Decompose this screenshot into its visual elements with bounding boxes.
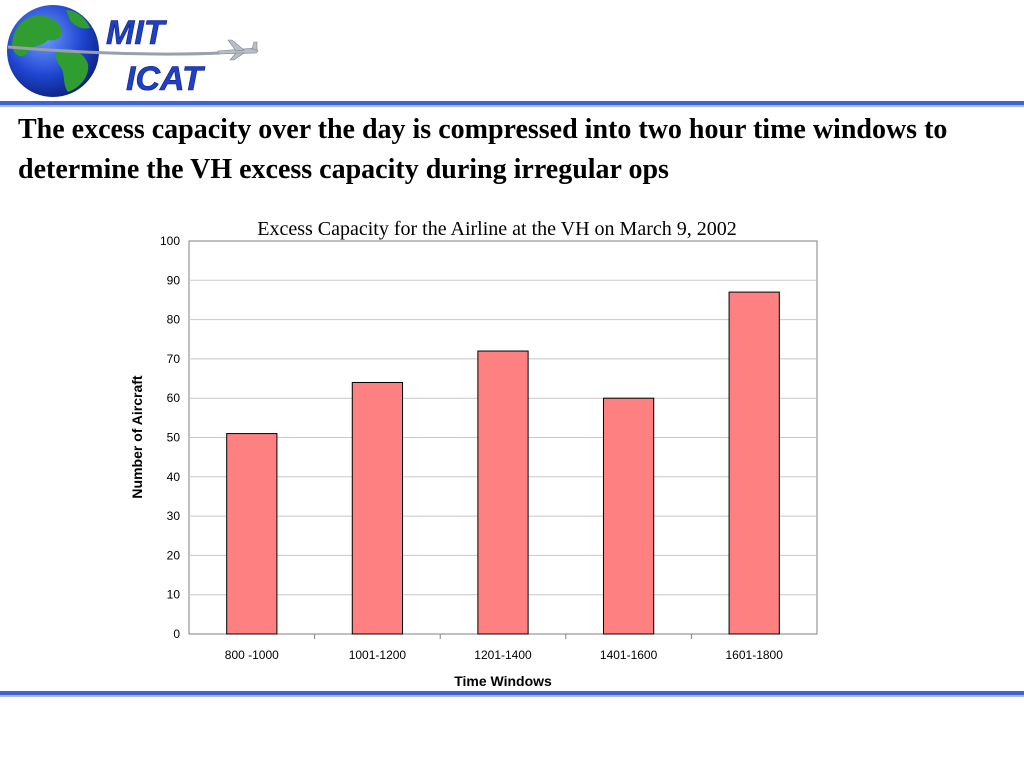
- y-tick-labels: 0 10 20 30 40 50 60 70 80 90 100: [160, 234, 180, 641]
- y-tick-label: 10: [167, 588, 181, 602]
- x-tick-label: 1601-1800: [726, 648, 784, 662]
- y-tick-label: 40: [167, 470, 181, 484]
- footer-rule: [0, 691, 1024, 695]
- x-tick-label: 1201-1400: [474, 648, 532, 662]
- chart-title: Excess Capacity for the Airline at the V…: [257, 218, 737, 240]
- x-tick-label: 1401-1600: [600, 648, 658, 662]
- header-rule: [0, 101, 1024, 105]
- x-tick-label: 800 -1000: [225, 648, 279, 662]
- y-tick-label: 80: [167, 313, 181, 327]
- bar: [602, 397, 655, 635]
- y-tick-label: 100: [160, 234, 180, 248]
- bar: [477, 350, 529, 635]
- logo-text-icat: ICAT: [126, 60, 206, 98]
- x-tick-label: 1001-1200: [349, 648, 407, 662]
- airplane-icon: [217, 39, 259, 61]
- logo-text-mit: MIT: [106, 14, 168, 52]
- y-tick-label: 20: [167, 548, 181, 562]
- y-tick-label: 60: [167, 391, 181, 405]
- y-tick-label: 0: [173, 627, 180, 641]
- mit-icat-logo: MIT ICAT: [7, 5, 259, 98]
- y-axis-label: Number of Aircraft: [129, 375, 145, 499]
- bar: [728, 291, 780, 635]
- bar: [351, 381, 404, 635]
- y-tick-label: 90: [167, 273, 181, 287]
- y-tick-label: 70: [167, 352, 181, 366]
- x-axis-label: Time Windows: [454, 673, 552, 689]
- x-tick-labels: 800 -1000 1001-1200 1201-1400 1401-1600 1601…: [225, 634, 783, 662]
- y-tick-label: 50: [167, 431, 181, 445]
- bars: [226, 291, 780, 635]
- slide-title: The excess capacity over the day is comp…: [18, 114, 948, 185]
- y-tick-label: 30: [167, 509, 181, 523]
- bar: [226, 433, 278, 635]
- footer-rule-shadow: [0, 695, 1024, 697]
- header-rule-shadow: [0, 105, 1024, 107]
